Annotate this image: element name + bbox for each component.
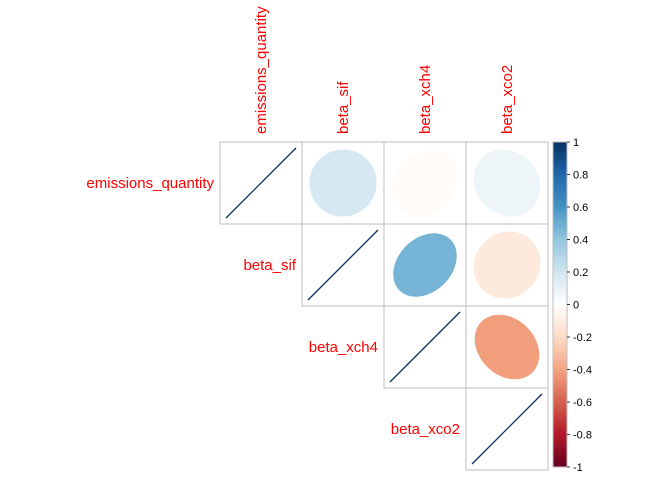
correlation-ellipse: [391, 149, 459, 217]
colorbar: [552, 141, 568, 468]
colorbar-tick-label: -1: [573, 462, 583, 474]
colorbar-tick-label: -0.4: [573, 365, 592, 377]
grid-cell: [465, 387, 549, 471]
row-label: beta_xch4: [309, 339, 378, 356]
correlation-ellipse: [309, 149, 377, 217]
correlation-diagonal-line: [225, 147, 297, 219]
colorbar-tick-label: 0.8: [573, 170, 588, 182]
column-label: beta_sif: [335, 81, 352, 134]
row-label: emissions_quantity: [86, 175, 214, 192]
correlation-ellipse: [473, 231, 541, 299]
correlation-diagonal-line: [389, 311, 461, 383]
colorbar-tick-label: -0.2: [573, 332, 592, 344]
correlation-diagonal-line: [307, 229, 379, 301]
colorbar-tick-label: 0.4: [573, 235, 588, 247]
colorbar-tick-label: -0.6: [573, 397, 592, 409]
colorbar-tick-label: 0: [573, 300, 579, 312]
row-label: beta_sif: [243, 257, 296, 274]
correlation-ellipse: [473, 149, 541, 217]
colorbar-tick-label: 0.6: [573, 202, 588, 214]
column-label: beta_xco2: [499, 65, 516, 134]
correlation-diagonal-line: [471, 393, 543, 465]
colorbar-tick-label: 1: [573, 137, 579, 149]
correlation-ellipse: [393, 233, 457, 297]
column-label: beta_xch4: [417, 65, 434, 134]
column-label: emissions_quantity: [253, 6, 270, 134]
row-label: beta_xco2: [391, 421, 460, 438]
colorbar-tick-label: -0.8: [573, 430, 592, 442]
colorbar-tick-label: 0.2: [573, 267, 588, 279]
correlation-ellipse: [474, 314, 540, 380]
